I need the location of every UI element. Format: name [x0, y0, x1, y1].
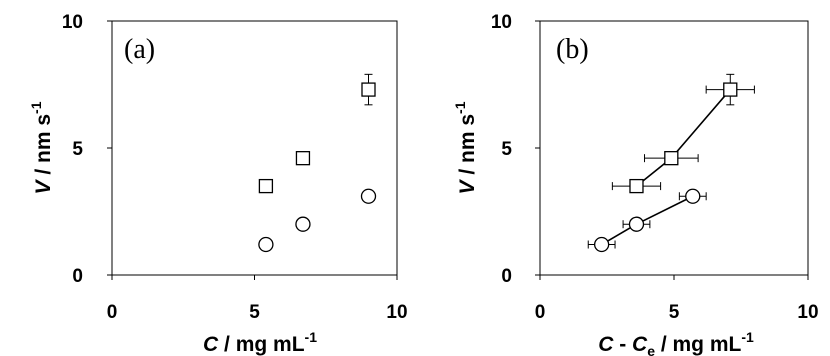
y-tick-label: 10: [62, 12, 83, 33]
chart-panel-b: (b) 0 5 10 0 5 10 C - Ce / mg mL-1 V / n…: [452, 12, 819, 356]
data-point-square: [258, 178, 274, 194]
series-square-line: [635, 89, 731, 187]
x-axis-unit: / mg mL: [218, 333, 305, 356]
x-axis-var-2: C: [632, 333, 648, 356]
data-point-circle: [360, 188, 377, 204]
data-point-circle: [258, 236, 274, 253]
x-axis-var-subscript: e: [647, 343, 655, 356]
x-tick-label: 5: [669, 302, 680, 323]
plot-marks: [107, 20, 398, 280]
plot-marks: [535, 20, 809, 280]
x-tick-label: 10: [797, 302, 818, 323]
x-tick-label: 5: [249, 302, 260, 323]
data-point-square: [723, 82, 738, 97]
x-tick-label: 0: [107, 302, 118, 323]
data-point-circle: [685, 188, 701, 204]
y-tick-label: 0: [72, 266, 83, 287]
x-axis-var: C: [598, 333, 614, 356]
x-tick-label: 0: [535, 302, 546, 323]
y-tick-label: 5: [501, 139, 512, 160]
x-axis-unit: / mg mL: [655, 333, 742, 356]
y-axis-unit-exponent: -1: [452, 101, 468, 114]
y-tick-label: 5: [72, 139, 83, 160]
data-point-square: [361, 82, 376, 97]
x-axis-unit-exponent: -1: [741, 329, 754, 345]
y-axis-title: V / nm s-1: [28, 101, 55, 194]
y-axis-var: V: [32, 179, 55, 195]
data-point-square: [629, 178, 644, 194]
x-axis-unit-exponent: -1: [305, 329, 318, 345]
y-axis-title: V / nm s-1: [452, 101, 479, 194]
data-point-square: [664, 151, 679, 166]
x-axis-operator: -: [613, 333, 632, 356]
y-axis-unit-exponent: -1: [28, 101, 44, 114]
y-axis-unit: / nm s: [456, 114, 479, 181]
x-axis-var: C: [203, 333, 219, 356]
data-point-square: [295, 151, 311, 166]
x-tick-label: 10: [386, 302, 407, 323]
x-axis-title: C / mg mL-1: [203, 329, 317, 356]
data-point-circle: [295, 216, 311, 232]
y-axis-unit: / nm s: [32, 114, 55, 181]
panel-label: (a): [124, 34, 155, 65]
y-tick-label: 0: [501, 266, 512, 287]
x-axis-title: C - Ce / mg mL-1: [598, 329, 754, 356]
panel-label: (b): [556, 34, 589, 65]
series-circle-line: [601, 195, 694, 246]
data-point-circle: [593, 236, 610, 253]
data-point-circle: [628, 216, 645, 232]
y-tick-label: 10: [491, 12, 512, 33]
y-axis-var: V: [456, 179, 479, 195]
chart-panel-a: (a) 0 5 10 0 5 10 C / mg mL-1 V / nm s-1: [28, 12, 408, 356]
